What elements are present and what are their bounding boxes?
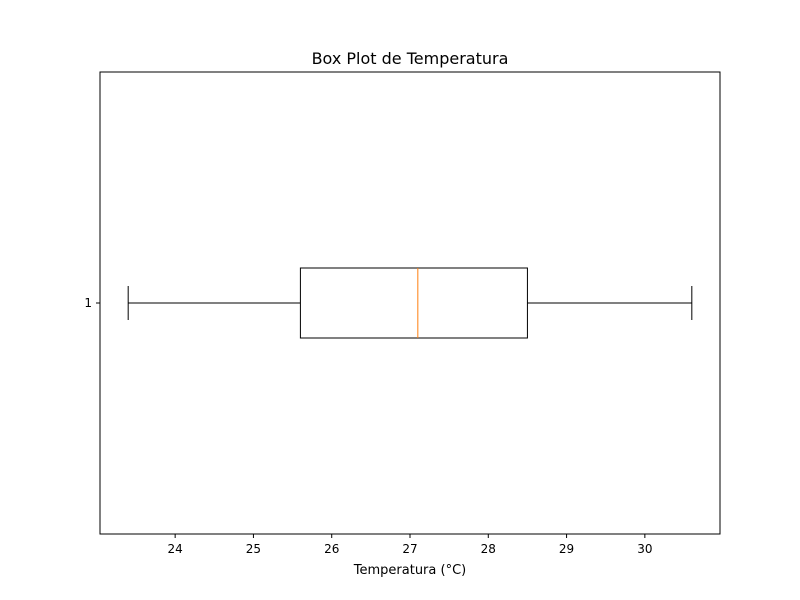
y-axis-ticks: 1 — [84, 296, 100, 310]
x-tick-label: 28 — [481, 542, 496, 556]
x-tick-label: 25 — [246, 542, 261, 556]
x-axis-ticks: 24 25 26 27 28 29 30 — [168, 534, 652, 556]
x-tick-label: 29 — [559, 542, 574, 556]
chart-title: Box Plot de Temperatura — [312, 49, 509, 68]
y-tick-label: 1 — [84, 296, 92, 310]
x-tick-label: 30 — [637, 542, 652, 556]
x-axis-label: Temperatura (°C) — [353, 563, 466, 578]
box-plot-item — [127, 267, 693, 339]
x-tick-label: 26 — [324, 542, 339, 556]
interquartile-box — [299, 267, 528, 339]
x-tick-label: 27 — [402, 542, 417, 556]
x-tick-label: 24 — [168, 542, 183, 556]
box-series — [127, 267, 693, 339]
